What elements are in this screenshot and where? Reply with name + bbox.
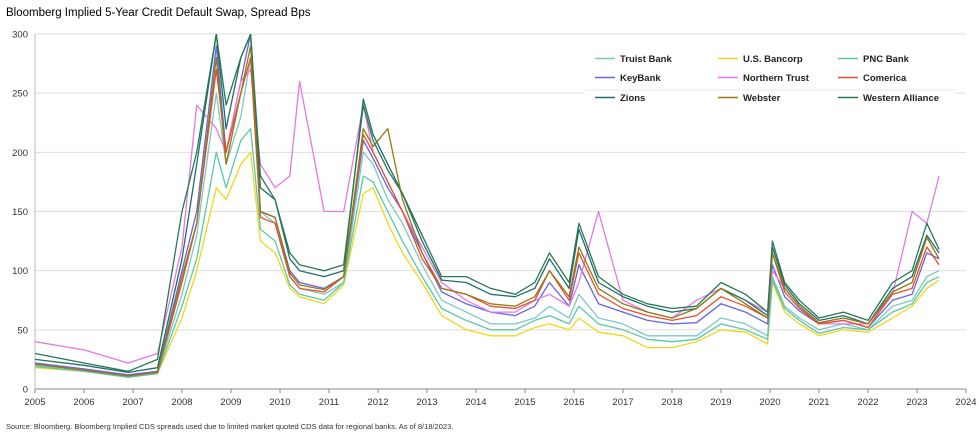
axes: 0 50 100 150 200 250 300 2005 2006 2007 2008 2009 20… (12, 30, 976, 409)
x-tick-label: 2010 (269, 397, 290, 408)
x-tick-label: 2019 (710, 397, 731, 408)
legend-label-zions: Zions (620, 93, 645, 104)
legend-label-webster: Webster (743, 93, 781, 104)
x-tick-label: 2023 (906, 397, 927, 408)
x-tick-label: 2005 (24, 397, 45, 408)
series-line-western-alliance (35, 34, 940, 372)
x-tick-label: 2012 (367, 397, 388, 408)
legend-label-truist-bank: Truist Bank (620, 54, 672, 65)
x-tick-label: 2024 (955, 397, 976, 408)
x-tick-label: 2018 (661, 397, 682, 408)
x-tick-label: 2021 (808, 397, 829, 408)
series-line-pnc-bank (35, 128, 940, 378)
series-lines (35, 34, 940, 378)
x-tick-label: 2007 (122, 397, 143, 408)
x-tick-label: 2006 (73, 397, 94, 408)
x-tick-label: 2015 (514, 397, 535, 408)
legend-label-comerica: Comerica (863, 73, 907, 84)
series-line-webster (35, 45, 940, 377)
y-tick-label: 100 (12, 266, 28, 277)
x-tick-label: 2013 (416, 397, 437, 408)
legend-label-northern-trust: Northern Trust (743, 73, 810, 84)
y-tick-label: 300 (12, 30, 28, 41)
x-tick-label: 2020 (759, 397, 780, 408)
y-tick-label: 150 (12, 207, 28, 218)
series-line-comerica (35, 57, 940, 377)
legend: Truist Bank U.S. Bancorp PNC Bank KeyBank No… (585, 48, 955, 112)
x-tick-label: 2014 (465, 397, 486, 408)
legend-background (585, 48, 955, 112)
legend-label-keybank: KeyBank (620, 73, 661, 84)
x-tick-label: 2016 (563, 397, 584, 408)
x-tick-label: 2008 (171, 397, 192, 408)
chart-title: Bloomberg Implied 5-Year Credit Default … (6, 7, 311, 19)
series-line-truist-bank (35, 57, 940, 377)
legend-label-u-s-bancorp: U.S. Bancorp (743, 54, 803, 65)
y-tick-label: 0 (23, 385, 28, 396)
x-tick-label: 2009 (220, 397, 241, 408)
y-tick-label: 250 (12, 89, 28, 100)
legend-label-western-alliance: Western Alliance (863, 93, 939, 104)
x-tick-label: 2022 (857, 397, 878, 408)
source-note: Source: Bloomberg. Bloomberg Implied CDS… (6, 422, 454, 431)
y-tick-label: 50 (17, 325, 28, 336)
x-tick-label: 2017 (612, 397, 633, 408)
y-tick-label: 200 (12, 148, 28, 159)
series-line-u-s-bancorp (35, 151, 940, 378)
legend-label-pnc-bank: PNC Bank (863, 54, 910, 65)
series-line-zions (35, 34, 940, 374)
x-tick-label: 2011 (319, 397, 339, 408)
